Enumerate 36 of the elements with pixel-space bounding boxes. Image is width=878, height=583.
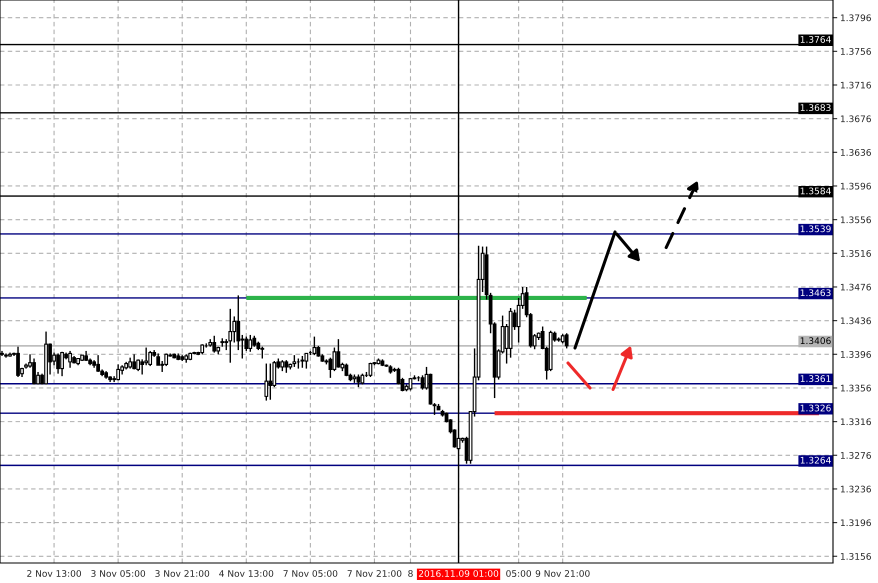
ref-line-label: 1.3463	[800, 289, 831, 296]
ref-line-label: 1.3584	[800, 188, 831, 194]
ref-line-label: 1.3764	[800, 36, 831, 43]
y-tick-label: 1.3636	[840, 149, 871, 156]
x-tick-label: 05:00	[506, 570, 532, 577]
ref-line-label: 1.3539	[800, 225, 831, 232]
y-tick-label: 1.3716	[840, 82, 871, 89]
ref-line-label: 1.3326	[800, 404, 831, 412]
y-tick-label: 1.3556	[840, 216, 871, 224]
x-tick-label: 7 Nov 21:00	[348, 570, 402, 577]
x-tick-label: 4 Nov 13:00	[219, 570, 274, 577]
x-tick-label: 7 Nov 05:00	[284, 570, 338, 577]
x-tick-label: 9 Nov 21:00	[536, 570, 590, 577]
y-tick-label: 1.3756	[840, 48, 871, 55]
x-tick-label: 2016.11.09 01:00	[418, 570, 498, 577]
y-tick-label: 1.3476	[840, 284, 871, 291]
x-tick-label: 3 Nov 21:00	[155, 570, 210, 577]
y-tick-label: 1.3316	[840, 418, 871, 426]
ref-line-label: 1.3361	[800, 375, 830, 382]
y-tick-label: 1.3396	[840, 351, 871, 358]
y-tick-label: 1.3356	[840, 384, 871, 392]
x-tick-label: 8	[408, 570, 413, 577]
x-tick-label: 3 Nov 05:00	[91, 570, 146, 577]
ref-line-label: 1.3683	[800, 104, 831, 112]
y-tick-label: 1.3676	[840, 115, 871, 122]
y-tick-label: 1.3236	[840, 486, 871, 492]
y-tick-label: 1.3276	[840, 452, 871, 459]
ref-line-label: 1.3264	[800, 456, 831, 464]
y-tick-label: 1.3796	[840, 14, 871, 22]
y-tick-label: 1.3196	[840, 519, 871, 526]
y-tick-label: 1.3516	[840, 250, 871, 257]
y-tick-label: 1.3436	[840, 317, 871, 324]
x-tick-label: 2 Nov 13:00	[27, 570, 82, 577]
y-tick-label: 1.3156	[840, 552, 871, 560]
y-tick-label: 1.3596	[840, 182, 871, 190]
ref-line-label: 1.3406	[800, 337, 831, 344]
